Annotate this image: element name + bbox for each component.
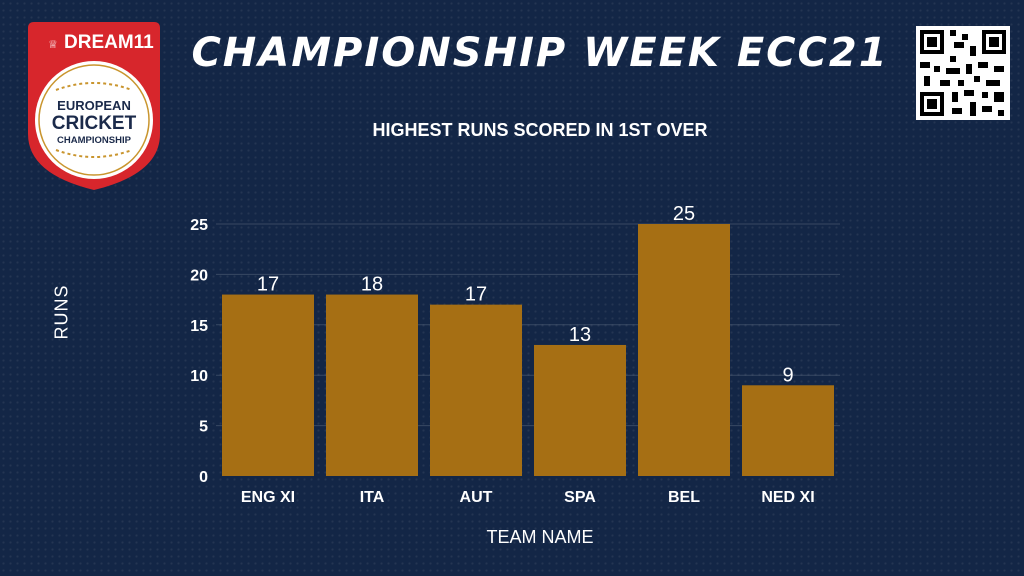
x-tick-label: SPA [564, 489, 596, 506]
y-tick-label: 0 [199, 469, 208, 486]
data-label: 25 [673, 203, 695, 225]
y-tick-label: 25 [190, 217, 208, 234]
x-tick-label: BEL [668, 489, 700, 506]
svg-text:♕: ♕ [48, 39, 58, 51]
logo-line1: EUROPEAN [57, 98, 131, 113]
bar [222, 294, 314, 476]
logo-line3: CHAMPIONSHIP [57, 135, 132, 146]
y-axis-label: RUNS [51, 284, 72, 340]
data-label: 17 [465, 284, 487, 306]
y-tick-label: 10 [190, 368, 208, 385]
logo-line2: CRICKET [52, 113, 137, 134]
bar [742, 385, 834, 476]
bar [534, 344, 626, 476]
y-tick-label: 5 [199, 419, 208, 436]
x-tick-label: NED XI [761, 489, 814, 506]
ecc-logo: ♕ DREAM11 EUROPEAN CRICKET CHAMPIONSHIP [28, 22, 160, 190]
y-tick-label: 20 [190, 267, 208, 284]
x-tick-label: AUT [460, 489, 493, 506]
data-label: 17 [257, 274, 279, 296]
data-label: 9 [782, 364, 793, 386]
logo-brand: DREAM11 [64, 32, 154, 53]
x-tick-label: ENG XI [241, 489, 295, 506]
bar [326, 294, 418, 476]
bar [430, 304, 522, 476]
page-title: CHAMPIONSHIP WEEK ECC21 [191, 30, 889, 76]
bar [638, 224, 730, 476]
qr-code-icon [916, 26, 1010, 120]
chart-subtitle: HIGHEST RUNS SCORED IN 1ST OVER [372, 120, 708, 140]
data-label: 13 [569, 324, 591, 346]
x-axis-label: TEAM NAME [486, 527, 594, 547]
y-tick-label: 15 [190, 318, 208, 335]
x-tick-label: ITA [360, 489, 385, 506]
data-label: 18 [361, 274, 383, 296]
